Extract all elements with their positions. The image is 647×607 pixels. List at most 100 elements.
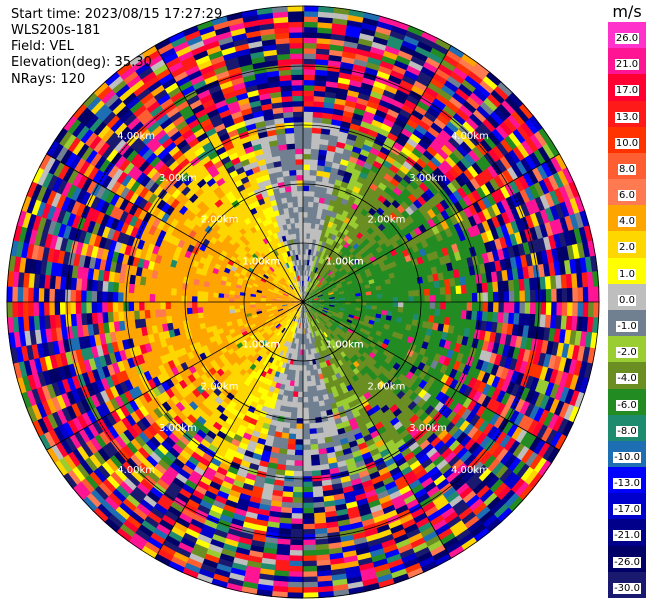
velocity-gate: [303, 179, 310, 186]
velocity-gate: [376, 289, 383, 295]
velocity-gate: [484, 241, 493, 254]
velocity-gate: [555, 274, 563, 290]
velocity-gate: [369, 123, 382, 134]
velocity-gate: [516, 143, 531, 159]
velocity-gate: [469, 113, 484, 127]
velocity-gate: [345, 277, 352, 283]
velocity-gate: [392, 306, 399, 313]
velocity-gate: [318, 197, 326, 204]
velocity-gate: [329, 264, 336, 271]
velocity-gate: [487, 131, 502, 147]
velocity-gate: [316, 170, 325, 177]
velocity-gate: [318, 295, 324, 298]
velocity-gate: [355, 292, 362, 297]
velocity-gate: [321, 264, 327, 272]
velocity-gate: [303, 68, 317, 76]
velocity-gate: [506, 268, 514, 282]
velocity-gate: [508, 92, 525, 109]
velocity-gate: [546, 140, 561, 158]
velocity-gate: [440, 294, 447, 303]
velocity-gate: [303, 148, 312, 155]
velocity-gate: [346, 280, 353, 286]
velocity-gate: [323, 293, 330, 297]
velocity-gate: [316, 32, 333, 40]
velocity-gate: [389, 103, 403, 114]
velocity-gate: [326, 187, 334, 195]
velocity-gate: [537, 237, 547, 253]
velocity-gate: [563, 230, 573, 247]
velocity-gate: [474, 125, 489, 140]
velocity-gate: [303, 137, 313, 144]
velocity-gate: [387, 302, 394, 308]
velocity-gate: [305, 286, 309, 292]
velocity-gate: [323, 281, 330, 287]
velocity-gate: [302, 439, 311, 446]
velocity-gate: [314, 69, 329, 77]
velocity-gate: [416, 100, 431, 112]
velocity-gate: [403, 99, 418, 111]
velocity-gate: [406, 278, 414, 286]
velocity-gate: [324, 260, 330, 267]
velocity-gate: [417, 233, 427, 243]
velocity-gate: [559, 216, 570, 234]
velocity-gate: [378, 15, 396, 26]
velocity-gate: [422, 178, 434, 190]
velocity-gate: [338, 266, 345, 273]
velocity-gate: [303, 21, 319, 28]
velocity-gate: [304, 285, 307, 292]
velocity-gate: [303, 232, 307, 239]
velocity-gate: [444, 217, 455, 229]
velocity-gate: [376, 305, 383, 311]
velocity-gate: [350, 73, 365, 83]
velocity-gate: [537, 146, 552, 163]
velocity-gate: [552, 172, 565, 190]
velocity-gate: [361, 298, 367, 303]
velocity-gate: [495, 226, 505, 240]
velocity-gate: [482, 208, 493, 221]
velocity-gate: [375, 25, 393, 36]
velocity-gate: [461, 293, 468, 303]
velocity-gate: [444, 170, 456, 183]
velocity-gate: [544, 207, 556, 223]
velocity-gate: [508, 279, 515, 292]
velocity-gate: [332, 267, 339, 274]
velocity-gate: [576, 272, 584, 289]
velocity-gate: [461, 183, 473, 197]
velocity-gate: [328, 279, 335, 285]
velocity-gate: [470, 274, 478, 285]
velocity-gate: [345, 299, 352, 303]
velocity-gate: [415, 185, 426, 197]
velocity-gate: [440, 58, 457, 73]
velocity-gate: [322, 106, 335, 115]
velocity-gate: [320, 213, 327, 221]
velocity-gate: [461, 302, 468, 312]
velocity-gate: [398, 302, 404, 308]
velocity-gate: [443, 54, 460, 68]
velocity-gate: [430, 170, 442, 183]
velocity-gate: [323, 272, 329, 279]
velocity-gate: [322, 236, 329, 243]
velocity-gate: [517, 267, 525, 281]
velocity-gate: [368, 95, 382, 105]
velocity-gate: [325, 80, 339, 89]
velocity-gate: [509, 233, 519, 247]
velocity-gate: [329, 302, 336, 304]
velocity-gate: [429, 288, 436, 296]
velocity-gate: [359, 270, 367, 277]
velocity-gate: [414, 217, 424, 228]
velocity-gate: [547, 174, 560, 192]
velocity-gate: [312, 266, 317, 273]
velocity-gate: [506, 166, 520, 182]
velocity-gate: [524, 186, 536, 202]
velocity-gate: [583, 225, 594, 243]
velocity-gate: [461, 53, 479, 68]
velocity-gate: [491, 203, 502, 217]
velocity-gate: [371, 302, 378, 307]
velocity-gate: [303, 280, 306, 287]
velocity-gate: [348, 9, 366, 18]
velocity-gate: [446, 120, 460, 134]
velocity-gate: [467, 133, 481, 148]
velocity-gate: [501, 211, 512, 226]
velocity-gate: [511, 268, 520, 281]
velocity-gate: [309, 270, 314, 277]
